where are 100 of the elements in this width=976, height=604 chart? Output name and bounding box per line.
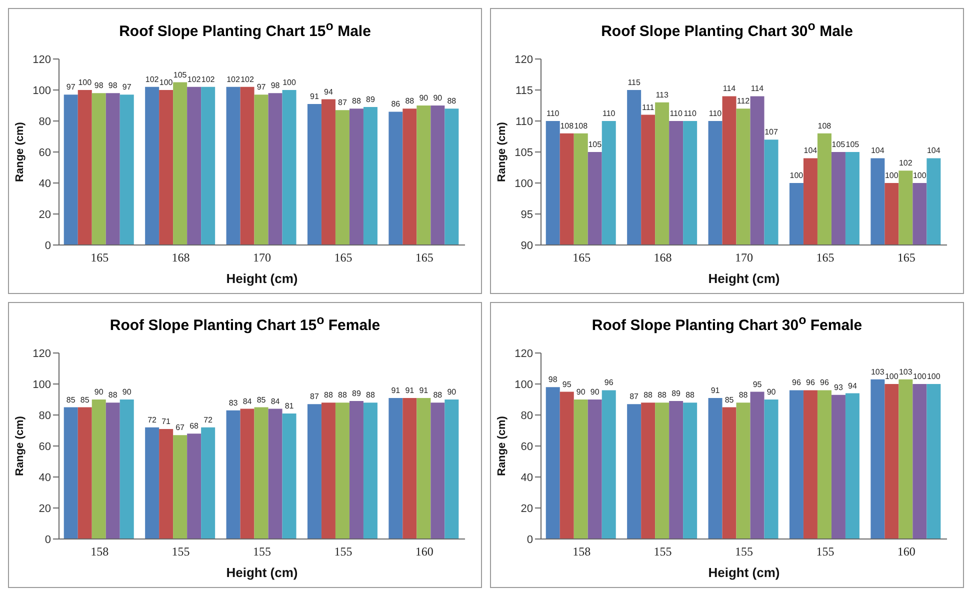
chart-title: Roof Slope Planting Chart 30$^{o}$ Female [590,313,864,335]
x-tick-label: 165 [415,250,434,265]
bar [736,402,750,539]
data-label: 94 [324,87,334,96]
bar [173,82,188,245]
data-label: 100 [884,171,899,180]
data-label: 87 [338,98,348,108]
data-label: 89 [352,389,362,398]
data-label: 100 [159,78,174,87]
bar [884,384,899,539]
bar [388,112,403,245]
bar [363,107,378,245]
bar [789,390,804,539]
data-label: 100 [884,372,899,381]
y-tick-label: 80 [38,116,51,128]
x-axis-title: Height (cm) [226,565,298,580]
data-label: 110 [708,109,722,118]
data-label: 110 [602,109,616,118]
data-label: 84 [270,396,280,406]
data-label: 87 [630,392,640,402]
data-label: 96 [792,378,802,388]
bar [655,402,670,539]
data-label: 88 [738,390,748,400]
data-label: 88 [433,390,443,400]
bar [683,402,698,539]
bar [588,400,602,539]
bar [574,400,588,539]
y-axis-title: Range (cm) [496,122,508,182]
data-label: 91 [310,92,320,101]
y-tick-label: 100 [32,378,51,391]
data-label: 105 [588,140,602,149]
x-tick-label: 155 [334,544,352,559]
x-axis-title: Height (cm) [708,565,780,580]
data-label: 90 [122,388,132,396]
bar [321,402,336,539]
data-label: 88 [324,390,334,400]
data-label: 96 [604,378,614,388]
data-label: 100 [912,372,927,381]
y-tick-label: 0 [44,240,51,252]
x-tick-label: 155 [253,544,271,559]
x-tick-label: 165 [90,250,109,265]
bar [402,108,417,245]
bar [803,390,818,539]
x-tick-label: 168 [172,250,190,265]
data-label: 91 [419,386,429,395]
data-label: 105 [832,140,846,149]
bar [669,401,684,539]
data-label: 102 [201,74,216,84]
data-label: 107 [764,128,778,137]
data-label: 102 [898,158,913,168]
x-tick-label: 165 [334,250,352,265]
bar [106,402,120,539]
bar [92,93,106,245]
bar [627,404,642,539]
y-tick-label: 115 [515,84,533,97]
data-label: 108 [560,121,574,130]
bar [226,86,240,245]
data-label: 110 [684,109,697,118]
data-label: 90 [766,388,776,396]
bar [321,99,336,245]
x-tick-label: 155 [172,544,190,559]
bar [254,407,268,539]
data-label: 88 [447,96,457,106]
data-label: 90 [94,388,104,396]
bar [912,384,927,539]
y-tick-label: 20 [38,502,51,515]
x-tick-label: 170 [253,250,271,265]
bar [750,392,764,539]
x-tick-label: 155 [735,544,753,559]
data-label: 88 [405,96,415,106]
data-label: 97 [256,82,266,92]
bar [349,108,364,245]
data-label: 88 [352,96,362,106]
y-axis-title: Range (cm) [496,416,508,476]
data-label: 89 [366,95,376,104]
x-tick-label: 160 [415,544,434,559]
data-label: 96 [820,378,830,388]
data-label: 89 [672,389,682,398]
y-tick-label: 40 [38,472,51,484]
bar [78,407,92,539]
data-label: 88 [108,390,118,400]
bar [898,379,913,539]
data-label: 100 [790,171,804,180]
data-label: 102 [145,74,160,84]
data-label: 91 [710,386,720,395]
bar [870,379,885,539]
y-tick-label: 40 [520,472,533,484]
data-label: 95 [752,380,762,389]
x-tick-label: 168 [654,250,672,265]
data-label: 90 [447,388,457,396]
x-tick-label: 155 [816,544,834,559]
data-label: 72 [204,415,214,424]
bar [416,398,431,539]
bar [444,108,459,245]
bar [560,392,574,539]
data-label: 71 [162,416,172,426]
data-label: 100 [282,78,296,87]
data-label: 98 [548,375,558,384]
bar [430,106,445,245]
data-label: 91 [391,386,401,395]
